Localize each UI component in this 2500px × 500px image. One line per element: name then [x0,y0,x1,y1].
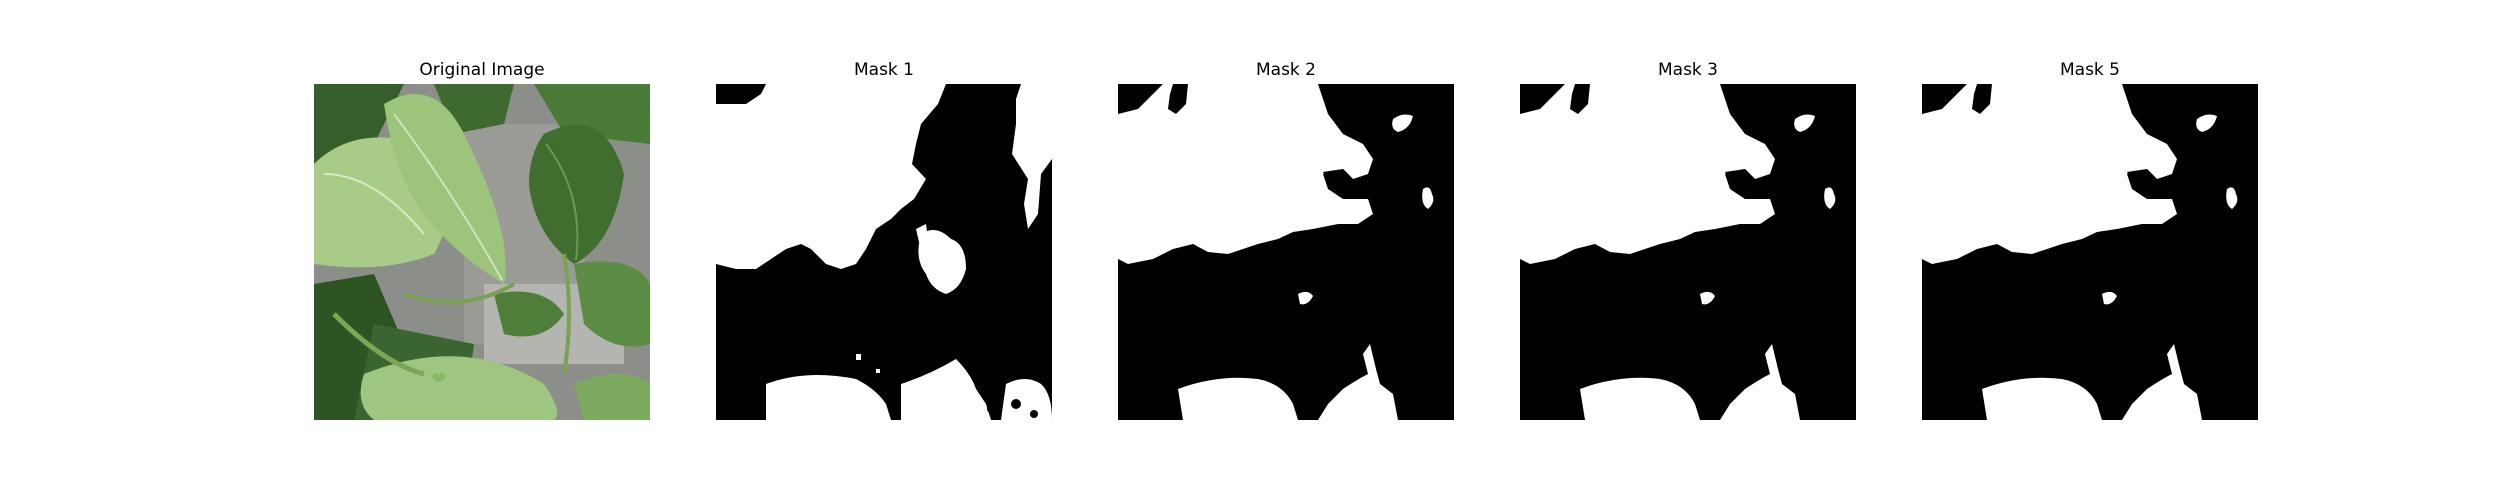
mask-1-image [716,84,1052,420]
panel-title: Mask 3 [1657,60,1718,80]
panel-title: Mask 1 [853,60,914,80]
original-image [314,84,650,420]
panel-title: Original Image [419,60,545,80]
mask-5-image [1922,84,2258,420]
mask-2-image [1118,84,1454,420]
mask-3-image [1520,84,1856,420]
panel-title: Mask 5 [2059,60,2120,80]
panel-title: Mask 2 [1255,60,1316,80]
